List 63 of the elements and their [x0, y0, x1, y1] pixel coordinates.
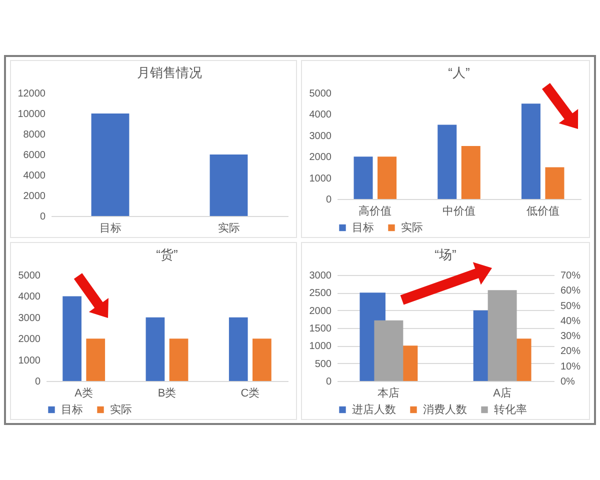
- x-tick-label: 本店: [378, 386, 400, 400]
- y2-tick-label: 60%: [560, 286, 581, 297]
- x-tick-label: 低价值: [526, 206, 560, 218]
- chart-title: 月销售情况: [137, 65, 202, 80]
- bar: [438, 124, 457, 199]
- y2-tick-label: 30%: [560, 331, 581, 342]
- y-tick-label: 2000: [23, 191, 46, 202]
- y-tick-label: 0: [40, 212, 46, 222]
- bar: [86, 338, 106, 381]
- chart-title: “场”: [434, 247, 456, 262]
- x-tick-label: A类: [74, 386, 94, 400]
- bar: [146, 317, 165, 381]
- y2-tick-label: 20%: [560, 346, 581, 358]
- y2-tick-label: 0%: [560, 376, 576, 388]
- y-tick-label: 1500: [309, 324, 332, 334]
- x-tick-label: C类: [240, 386, 260, 400]
- y-tick-label: 2000: [309, 152, 332, 164]
- y-tick-label: 0: [326, 194, 332, 206]
- x-tick-label: A店: [493, 386, 512, 400]
- bar: [252, 338, 272, 381]
- legend-label: 目标: [61, 404, 83, 416]
- y-tick-label: 12000: [18, 88, 46, 100]
- y-tick-label: 6000: [23, 150, 46, 161]
- y-tick-label: 500: [314, 358, 332, 370]
- bar: [228, 317, 248, 381]
- bar: [354, 156, 373, 199]
- legend-label: 消费人数: [423, 402, 467, 416]
- bar: [521, 104, 540, 199]
- bar: [545, 167, 564, 199]
- y2-tick-label: 10%: [560, 361, 581, 372]
- bar: [169, 338, 188, 381]
- chart-title: “货”: [156, 247, 178, 262]
- y-tick-label: 2500: [309, 288, 332, 300]
- y2-tick-label: 40%: [560, 316, 581, 327]
- y-tick-label: 1000: [309, 173, 332, 184]
- legend-label: 实际: [110, 402, 132, 416]
- y-tick-label: 0: [326, 376, 332, 388]
- y-tick-label: 5000: [309, 88, 332, 100]
- y-tick-label: 8000: [23, 130, 46, 140]
- legend-label: 转化率: [494, 402, 527, 416]
- y2-tick-label: 50%: [560, 300, 581, 312]
- x-tick-label: B类: [158, 386, 176, 400]
- legend-label: 进店人数: [352, 402, 396, 416]
- bar: [62, 296, 82, 381]
- y-tick-label: 1000: [309, 341, 332, 352]
- y-tick-label: 10000: [18, 109, 46, 120]
- y-tick-label: 3000: [18, 312, 41, 324]
- y-tick-label: 0: [34, 376, 41, 388]
- y-tick-label: 5000: [18, 270, 41, 282]
- y-tick-label: 3000: [309, 130, 332, 142]
- x-tick-label: 中价值: [442, 204, 476, 218]
- y-tick-label: 4000: [23, 170, 46, 182]
- y-tick-label: 4000: [309, 110, 332, 121]
- y-tick-label: 1000: [18, 355, 41, 366]
- y-tick-label: 3000: [309, 270, 332, 282]
- y-tick-label: 4000: [18, 292, 41, 303]
- y-tick-label: 2000: [18, 334, 41, 346]
- bar: [378, 156, 397, 199]
- bar: [461, 146, 480, 199]
- x-tick-label: 高价值: [358, 204, 392, 218]
- chart-title: “人”: [448, 65, 470, 80]
- y2-tick-label: 70%: [560, 270, 581, 282]
- y-tick-label: 2000: [309, 306, 332, 317]
